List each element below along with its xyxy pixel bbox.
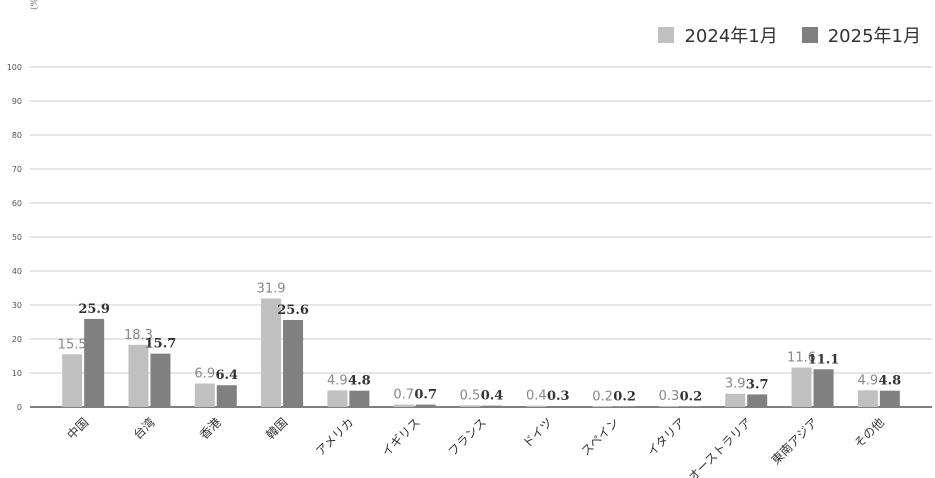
data-label-2025: 0.4 <box>481 389 504 404</box>
legend-item-2024: 2024年1月 <box>658 22 778 48</box>
data-label-2024: 3.9 <box>725 377 746 392</box>
bar-2024 <box>857 390 878 407</box>
y-tick-label: 0 <box>17 403 22 412</box>
bar-2024 <box>194 383 215 407</box>
data-label-2024: 0.3 <box>659 389 680 404</box>
bar-2025 <box>879 390 900 407</box>
y-tick-label: 80 <box>12 131 22 140</box>
data-label-2025: 4.8 <box>348 374 371 389</box>
y-tick-label: 100 <box>7 63 22 72</box>
bar-2024 <box>128 344 149 407</box>
legend-swatch-2024 <box>658 27 675 43</box>
legend-label-2024: 2024年1月 <box>684 26 778 47</box>
bar-2024 <box>592 406 613 407</box>
bar-2024 <box>62 354 83 407</box>
y-tick-label: 70 <box>12 165 22 174</box>
bar-2025 <box>747 394 768 407</box>
data-label-2025: 6.4 <box>215 368 238 383</box>
bar-2025 <box>415 404 436 407</box>
bar-2024 <box>327 390 348 407</box>
bar-2024 <box>725 393 746 407</box>
data-label-2024: 6.9 <box>194 367 215 382</box>
bar-2025 <box>216 385 237 407</box>
data-label-2024: 15.5 <box>58 337 87 352</box>
data-label-2025: 11.1 <box>808 352 840 367</box>
x-category-label: スペイン <box>578 415 621 458</box>
x-category-label: フランス <box>445 415 489 459</box>
bar-2024 <box>393 404 414 407</box>
x-category-label: オーストラリア <box>685 415 754 478</box>
x-category-label: 香港 <box>197 415 224 442</box>
data-label-2025: 4.8 <box>879 374 902 389</box>
x-category-label: イギリス <box>379 415 423 459</box>
data-label-2024: 11.6 <box>787 351 816 366</box>
x-category-label: アメリカ <box>313 415 356 458</box>
bar-2025 <box>813 369 834 407</box>
bar-2025 <box>283 319 304 407</box>
data-label-2024: 0.5 <box>460 388 481 403</box>
data-label-2024: 4.9 <box>858 373 879 388</box>
data-label-2024: 4.9 <box>327 373 348 388</box>
y-tick-label: 30 <box>12 301 22 310</box>
data-label-2024: 0.2 <box>592 389 613 404</box>
y-tick-label: 10 <box>12 369 22 378</box>
bar-2024 <box>261 298 282 407</box>
bar-2025 <box>614 406 635 407</box>
y-tick-label: 40 <box>12 267 22 276</box>
data-label-2025: 15.7 <box>145 337 177 352</box>
data-label-2025: 3.7 <box>746 377 769 392</box>
bar-2025 <box>548 405 569 407</box>
bar-2025 <box>84 318 105 407</box>
bar-2024 <box>460 405 480 407</box>
x-category-label: ドイツ <box>520 415 555 450</box>
bar-2024 <box>658 405 679 407</box>
bar-2024 <box>791 367 812 407</box>
chart-legend: 2024年1月 2025年1月 <box>634 22 921 48</box>
x-category-label: 中国 <box>64 415 92 443</box>
data-label-2025: 0.3 <box>547 389 570 404</box>
legend-label-2025: 2025年1月 <box>827 26 921 47</box>
bar-2025 <box>482 405 502 407</box>
data-label-2024: 0.7 <box>393 388 414 403</box>
x-category-label: その他 <box>852 415 887 450</box>
y-tick-label: 50 <box>12 233 22 242</box>
y-tick-label: 60 <box>12 199 22 208</box>
data-label-2024: 31.9 <box>257 282 286 297</box>
legend-swatch-2025 <box>801 27 818 43</box>
data-label-2025: 0.2 <box>613 389 636 404</box>
data-label-2024: 0.4 <box>526 389 547 404</box>
x-category-label: イタリア <box>645 415 689 459</box>
y-tick-label: 90 <box>12 97 22 106</box>
data-label-2025: 0.7 <box>414 388 437 403</box>
x-category-label: 韓国 <box>263 415 290 442</box>
bar-2025 <box>150 353 171 407</box>
legend-item-2025: 2025年1月 <box>801 22 921 48</box>
data-label-2025: 25.6 <box>277 303 309 318</box>
data-label-2025: 0.2 <box>680 389 703 404</box>
bar-2025 <box>680 406 701 407</box>
x-category-label: 東南アジア <box>768 415 821 468</box>
x-category-label: 台湾 <box>130 415 158 443</box>
data-label-2024: 18.3 <box>124 328 153 343</box>
y-tick-label: 20 <box>12 335 22 344</box>
bar-2024 <box>526 405 547 407</box>
data-label-2025: 25.9 <box>78 302 110 317</box>
bar-2025 <box>349 390 370 407</box>
